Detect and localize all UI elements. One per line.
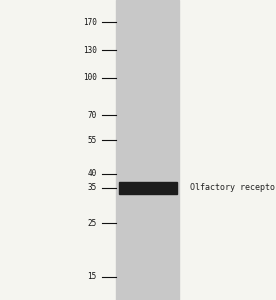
Text: 40: 40 — [87, 169, 97, 178]
Text: 35: 35 — [87, 183, 97, 192]
Text: 15: 15 — [87, 272, 97, 281]
Text: 170: 170 — [83, 18, 97, 27]
Text: Olfactory receptor 5A2: Olfactory receptor 5A2 — [190, 183, 276, 192]
Text: 130: 130 — [83, 46, 97, 55]
Text: 55: 55 — [87, 136, 97, 145]
Text: 25: 25 — [87, 219, 97, 228]
Text: 100: 100 — [83, 73, 97, 82]
Bar — [119, 182, 177, 194]
Bar — [116, 0, 179, 300]
Text: 70: 70 — [87, 111, 97, 120]
